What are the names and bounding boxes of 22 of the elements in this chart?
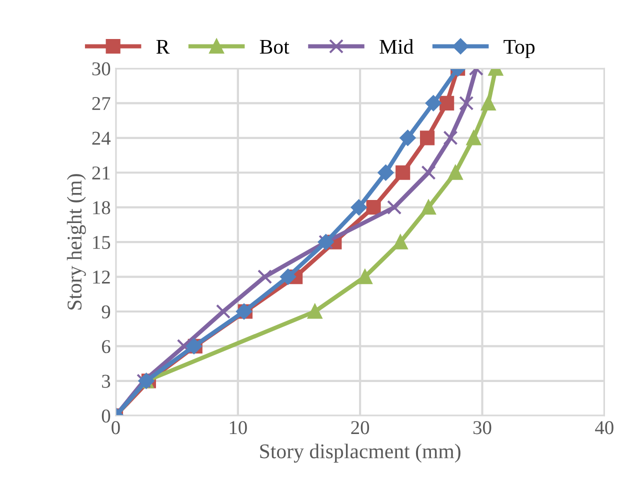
legend-label: Mid xyxy=(380,39,414,54)
y-tick-label: 30 xyxy=(92,62,110,76)
x-tick-label: 0 xyxy=(112,421,120,434)
legend-label: Bot xyxy=(260,40,290,54)
y-tick-label: 0 xyxy=(102,409,110,423)
y-tick-label: 21 xyxy=(92,166,110,180)
y-tick-label: 3 xyxy=(102,374,110,388)
y-tick-label: 6 xyxy=(102,340,110,354)
x-tick-label: 40 xyxy=(595,421,614,434)
x-tick-label: 10 xyxy=(230,421,247,434)
x-axis-title: Story displacment (mm) xyxy=(260,444,460,463)
legend-label: Top xyxy=(504,40,535,58)
y-tick-label: 27 xyxy=(92,97,110,110)
x-tick-label: 20 xyxy=(351,421,370,434)
y-tick-label: 18 xyxy=(93,201,110,214)
y-tick-label: 9 xyxy=(102,305,110,318)
x-tick-label: 30 xyxy=(473,421,492,434)
y-tick-label: 24 xyxy=(92,132,111,145)
y-axis-title: Story height (m) xyxy=(66,174,86,310)
y-tick-label: 12 xyxy=(93,270,110,284)
y-tick-label: 15 xyxy=(93,236,110,249)
legend-label: R xyxy=(156,40,170,54)
